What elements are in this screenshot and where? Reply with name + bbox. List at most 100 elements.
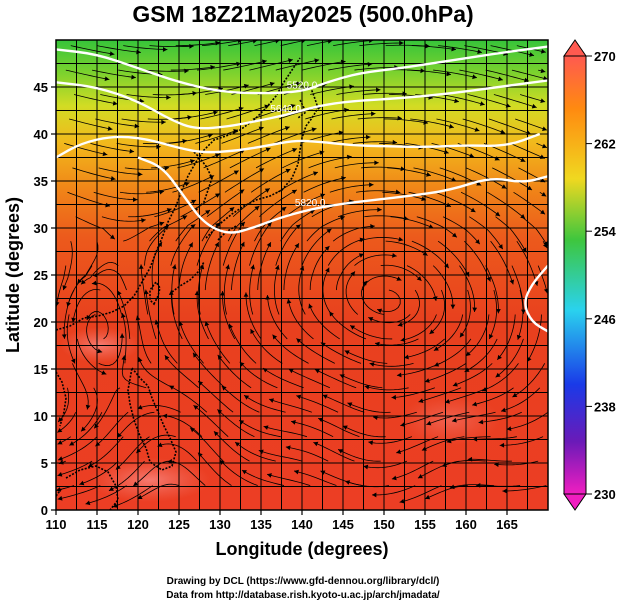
streamline-arrowhead — [296, 394, 302, 400]
streamline-arrowhead — [134, 123, 140, 129]
streamline — [223, 264, 230, 315]
streamline-arrowhead — [451, 46, 457, 52]
streamline — [391, 460, 434, 480]
streamline — [205, 321, 231, 364]
streamline — [418, 387, 462, 403]
streamline — [136, 315, 152, 364]
streamline-arrowhead — [285, 168, 291, 174]
contour-line — [524, 264, 548, 333]
streamline — [259, 189, 298, 218]
streamline — [200, 107, 244, 120]
streamline — [177, 153, 221, 169]
streamline-arrowhead — [377, 308, 383, 314]
y-axis-label: Latitude (degrees) — [3, 197, 23, 353]
streamline-arrowhead — [241, 470, 247, 475]
streamline-arrowhead — [338, 449, 344, 454]
streamline-arrowhead — [339, 215, 345, 221]
streamline-arrowhead — [540, 98, 546, 103]
streamline-arrowhead — [58, 417, 63, 422]
streamline — [285, 193, 326, 218]
streamline — [467, 94, 511, 108]
streamline-arrowhead — [498, 76, 503, 82]
streamline-arrowhead — [213, 431, 219, 437]
streamline — [226, 105, 270, 120]
streamline-arrowhead — [452, 382, 458, 387]
streamline — [493, 94, 537, 108]
streamline — [64, 143, 108, 156]
chart-title: GSM 18Z21May2025 (500.0hPa) — [132, 1, 473, 27]
streamline-arrowhead — [495, 211, 501, 217]
streamline-arrowhead — [57, 495, 63, 501]
streamline-arrowhead — [137, 357, 143, 363]
streamline — [86, 311, 109, 340]
streamline-arrowhead — [396, 372, 402, 378]
streamline — [138, 357, 173, 389]
streamline-arrowhead — [417, 474, 423, 479]
streamline-arrowhead — [290, 103, 296, 109]
streamline-arrowhead — [233, 170, 239, 175]
streamline-arrowhead — [396, 276, 402, 281]
plot-area: 5520.0 5640.0 5820.0 — [56, 40, 548, 510]
streamline-arrowhead — [281, 206, 287, 212]
x-tick-label: 145 — [332, 517, 354, 532]
streamline-arrowhead — [207, 133, 213, 139]
streamline — [116, 143, 161, 148]
streamline — [387, 167, 432, 177]
streamline-arrowhead — [425, 43, 430, 49]
streamline-arrowhead — [131, 74, 136, 80]
streamline-arrowhead — [474, 127, 480, 132]
streamline-arrowhead — [286, 298, 292, 304]
streamline — [275, 224, 301, 266]
streamline-arrowhead — [369, 182, 374, 188]
streamline-arrowhead — [219, 460, 225, 465]
streamline — [369, 362, 414, 367]
streamline-arrowhead — [494, 156, 500, 161]
streamline — [490, 240, 514, 285]
streamline-arrowhead — [259, 168, 265, 173]
coast-ryukyu — [171, 261, 205, 293]
streamline-arrowhead — [426, 172, 431, 177]
streamline — [77, 241, 99, 284]
streamline-arrowhead — [164, 355, 170, 361]
contour-line — [137, 156, 548, 234]
streamline — [383, 118, 429, 124]
streamline-arrowhead — [391, 475, 397, 481]
streamline-arrowhead — [465, 351, 471, 357]
streamline-arrowhead — [121, 313, 126, 318]
streamline-arrowhead — [166, 208, 172, 213]
streamline-arrowhead — [57, 472, 63, 477]
streamline-arrowhead — [391, 253, 397, 258]
streamline-arrowhead — [66, 301, 71, 307]
streamline — [206, 189, 245, 218]
streamline-arrowhead — [171, 264, 177, 270]
streamline-arrowhead — [450, 304, 456, 310]
streamline-arrowhead — [284, 126, 290, 131]
streamline — [290, 420, 334, 438]
streamline — [92, 269, 127, 291]
streamline — [228, 40, 258, 47]
streamline — [171, 264, 176, 315]
streamline — [313, 441, 355, 462]
streamline-arrowhead — [318, 417, 324, 423]
streamline — [347, 402, 391, 413]
streamline-arrowhead — [69, 441, 75, 446]
streamline-arrowhead — [108, 486, 114, 491]
streamline-arrowhead — [168, 290, 174, 295]
streamline — [303, 177, 346, 193]
warm-anomaly-east — [400, 395, 500, 445]
streamline-arrowhead — [77, 278, 82, 284]
streamline-arrowhead — [269, 81, 275, 87]
streamline — [234, 441, 276, 462]
streamline-arrowhead — [326, 228, 332, 234]
streamline-arrowhead — [502, 488, 507, 494]
y-tick-label: 10 — [34, 409, 48, 424]
streamline-arrowhead — [137, 494, 143, 499]
colorbar-bar — [563, 55, 587, 495]
streamline-arrowhead — [265, 147, 271, 152]
streamline — [363, 460, 408, 469]
credit-drawing: Drawing by DCL (https://www.gfd-dennou.o… — [167, 576, 440, 587]
streamline — [249, 59, 293, 71]
streamline — [162, 415, 203, 437]
streamline — [257, 241, 272, 291]
streamline-arrowhead — [275, 40, 280, 44]
